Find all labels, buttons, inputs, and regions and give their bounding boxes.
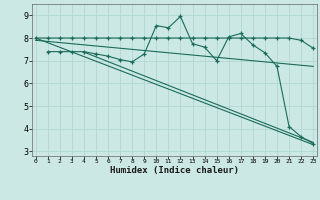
X-axis label: Humidex (Indice chaleur): Humidex (Indice chaleur) xyxy=(110,166,239,175)
